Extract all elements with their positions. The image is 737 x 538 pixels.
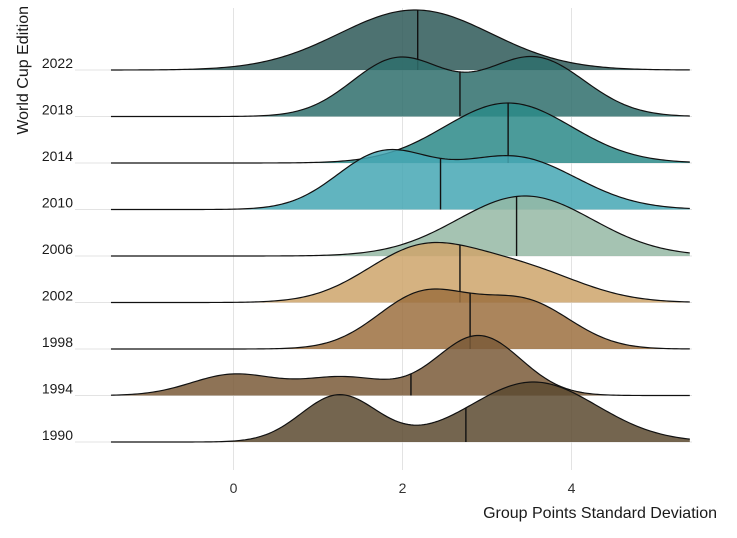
ridge-2014	[110, 102, 690, 164]
ridge-area-2014	[110, 103, 690, 163]
ridge-2010	[110, 148, 690, 211]
y-tick-label-2002: 2002	[42, 288, 73, 304]
ridge-1990	[110, 381, 690, 443]
ridge-outline-2014	[110, 102, 690, 164]
ridge-2018	[110, 55, 690, 118]
ridge-area-2010	[110, 149, 690, 210]
ridge-1994	[110, 334, 690, 397]
ridge-outline-2018	[110, 55, 690, 118]
ridge-area-1998	[110, 289, 690, 349]
ridge-2006	[110, 195, 690, 257]
x-tick-label-2: 4	[568, 480, 576, 496]
y-tick-label-1994: 1994	[42, 381, 73, 397]
ridge-outline-2006	[110, 195, 690, 257]
ridge-area-2022	[110, 10, 690, 70]
y-tick-label-1990: 1990	[42, 427, 73, 443]
ridge-area-2002	[110, 242, 690, 303]
y-tick-label-2018: 2018	[42, 102, 73, 118]
y-tick-label-2006: 2006	[42, 241, 73, 257]
x-tick-labels: 0 2 4	[230, 480, 576, 496]
ridge-outline-1998	[110, 288, 690, 350]
y-tick-label-2022: 2022	[42, 55, 73, 71]
x-tick-label-0: 0	[230, 480, 238, 496]
x-axis-title: Group Points Standard Deviation	[483, 505, 717, 522]
ridge-outline-2010	[110, 148, 690, 211]
ridge-outline-2022	[110, 9, 690, 71]
ridge-area-1994	[110, 335, 690, 396]
ridge-outline-1994	[110, 334, 690, 397]
ridge-outline-1990	[110, 381, 690, 443]
y-axis-title: World Cup Edition	[15, 6, 32, 135]
y-tick-labels: 1990 1994 1998 2002 2006 2010 2014 2018 2022	[42, 55, 73, 443]
y-tick-label-1998: 1998	[42, 334, 73, 350]
ridge-area-2018	[110, 56, 690, 117]
ridge-area-1990	[110, 382, 690, 442]
ridge-area-2006	[110, 196, 690, 256]
x-tick-label-1: 2	[399, 480, 407, 496]
y-tick-label-2010: 2010	[42, 195, 73, 211]
ridges	[110, 9, 690, 443]
y-tick-label-2014: 2014	[42, 148, 73, 164]
ridge-outline-2002	[110, 241, 690, 304]
